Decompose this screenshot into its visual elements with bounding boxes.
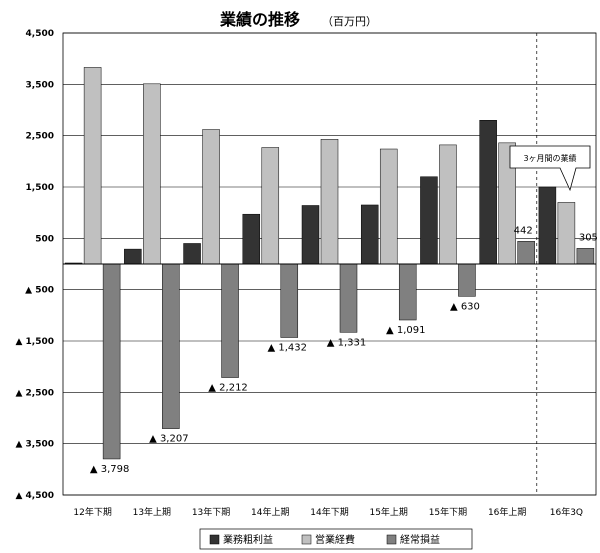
legend-label: 業務粗利益 (223, 533, 273, 546)
callout: 3ヶ月間の業績 (509, 145, 591, 192)
legend-swatch (386, 534, 397, 545)
x-tick-label: 14年上期 (251, 506, 289, 518)
legend-box (199, 528, 473, 550)
bar-3 (458, 263, 476, 297)
data-label: ▲ 1,331 (327, 337, 367, 348)
callout-text: 3ヶ月間の業績 (523, 153, 576, 163)
x-tick-label: 12年下期 (73, 506, 111, 518)
bar-1 (183, 243, 201, 265)
data-labels: ▲ 3,798 ▲ 3,207 ▲ 2,212 ▲ 1,432 ▲ 1,331 ▲ 1,0… (90, 225, 598, 475)
bar-3 (162, 263, 180, 429)
bar-3 (221, 263, 239, 378)
bar-1 (124, 248, 142, 265)
x-tick-label: 14年下期 (310, 506, 348, 518)
data-label: 305 (579, 232, 598, 243)
bar-1 (538, 186, 557, 265)
x-tick-label: 13年上期 (133, 506, 171, 518)
y-tick-label: ▲ 4,500 (15, 491, 54, 501)
bar-2 (261, 147, 280, 265)
bar-marks (64, 67, 595, 460)
bar-2 (439, 144, 457, 265)
data-label: ▲ 630 (450, 301, 480, 312)
bar-3 (280, 263, 299, 338)
bar-1 (479, 120, 497, 265)
bar-2 (379, 148, 398, 265)
y-tick-label: 4,500 (26, 29, 54, 39)
bar-3 (339, 263, 358, 333)
chart-unit: （百万円） (322, 15, 377, 28)
bar-3 (102, 263, 121, 460)
legend-swatch (301, 534, 312, 545)
y-tick-label: ▲ 3,500 (15, 440, 54, 450)
x-tick-label: 15年上期 (369, 506, 407, 518)
y-tick-label: ▲ 500 (25, 286, 54, 296)
axes: 4,500 3,500 2,500 1,500 500 ▲ 500 ▲ 1,500 ▲ 2,5… (15, 29, 597, 518)
callout-box (509, 145, 591, 192)
bar-3 (398, 263, 417, 321)
data-label: ▲ 2,212 (208, 383, 248, 394)
data-label: ▲ 3,798 (90, 464, 130, 475)
bar-2 (202, 129, 220, 265)
data-label: 442 (514, 225, 533, 236)
y-tick-label: 2,500 (26, 132, 54, 142)
legend-label: 経常損益 (400, 533, 440, 546)
x-tick-label: 15年下期 (429, 506, 467, 518)
bar-2 (557, 202, 576, 265)
data-label: ▲ 1,432 (268, 343, 308, 354)
bar-3 (517, 241, 535, 265)
bar-2 (320, 139, 339, 265)
y-tick-label: 3,500 (26, 80, 54, 90)
bar-1 (242, 213, 261, 265)
y-tick-label: ▲ 1,500 (15, 337, 54, 347)
y-tick-label: ▲ 2,500 (15, 388, 54, 398)
bar-1 (360, 204, 379, 265)
x-tick-label: 16年上期 (488, 506, 526, 518)
x-tick-label: 13年下期 (192, 506, 230, 518)
data-label: ▲ 1,091 (386, 325, 426, 336)
bar-2 (143, 83, 161, 265)
legend-label: 営業経費 (315, 533, 355, 546)
bar-1 (420, 176, 438, 265)
bar-1 (301, 205, 320, 265)
bar-2 (83, 67, 102, 265)
data-label: ▲ 3,207 (149, 434, 189, 445)
chart-title: 業績の推移 (219, 10, 300, 29)
y-tick-label: 500 (35, 234, 54, 244)
legend: 業務粗利益 営業経費 経常損益 (199, 528, 473, 550)
y-tick-label: 1,500 (26, 183, 54, 193)
legend-swatch (209, 534, 220, 545)
x-tick-label: 16年3Q (550, 506, 583, 518)
bar-3 (576, 248, 595, 265)
